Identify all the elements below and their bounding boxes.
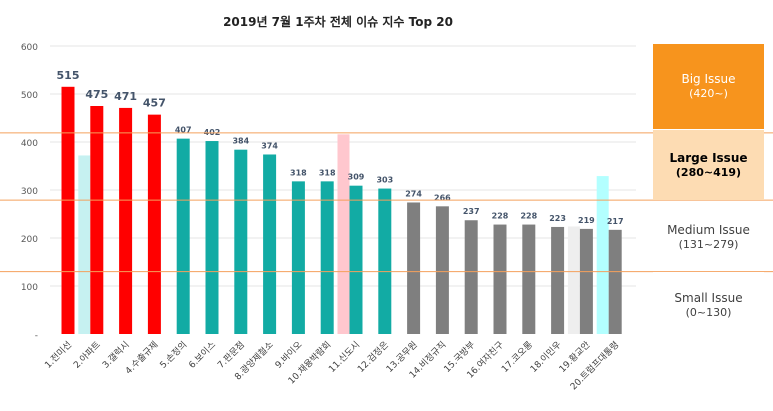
- bar: [378, 188, 392, 334]
- tier-small-issue: Small Issue (0~130): [653, 272, 764, 338]
- bar: [119, 107, 133, 334]
- x-tick-label: 2.아파트: [71, 339, 102, 370]
- y-tick-label: 300: [21, 187, 38, 197]
- bar: [320, 181, 334, 334]
- value-label: 274: [405, 189, 422, 198]
- bar: [205, 141, 219, 334]
- value-label: 374: [261, 141, 278, 150]
- bars: [61, 86, 622, 334]
- y-tick-label: 200: [21, 235, 38, 245]
- tier-medium-issue: Medium Issue (131~279): [653, 205, 764, 269]
- y-axis-ticks: - 100 200 300 400 500 600: [21, 43, 38, 341]
- y-tick-label: 100: [21, 283, 38, 293]
- value-label: 471: [114, 90, 137, 103]
- x-tick-label: 6.보이스: [187, 339, 218, 370]
- value-label: 266: [434, 193, 451, 202]
- value-label: 407: [175, 126, 192, 135]
- bar: [147, 114, 161, 334]
- threshold-lines: [0, 132, 773, 273]
- tier-medium-issue-range: (131~279): [678, 237, 739, 251]
- tier-big-issue: Big Issue (420~): [653, 44, 764, 129]
- bar: [522, 224, 536, 334]
- bar: [176, 138, 190, 334]
- x-tick-label: 20.트럼프대통령: [568, 339, 622, 393]
- x-axis-labels: 1.전미선2.아파트3.갤럭시4.수출규제5.손정의6.보이스7.판문점8.광양…: [43, 339, 622, 393]
- x-tick-label: 1.전미선: [43, 339, 74, 370]
- value-label: 237: [463, 207, 480, 216]
- value-label: 228: [492, 212, 509, 221]
- bar: [493, 224, 507, 334]
- bar: [349, 185, 363, 334]
- value-label: 219: [578, 216, 595, 225]
- value-label: 515: [57, 69, 80, 82]
- bar: [234, 149, 248, 334]
- bar: [407, 202, 421, 334]
- tier-large-issue-name: Large Issue: [669, 150, 748, 165]
- y-tick-label: 400: [21, 139, 38, 149]
- x-tick-label: 5.손정의: [158, 339, 189, 370]
- value-label: 303: [376, 176, 393, 185]
- y-tick-label: -: [35, 331, 38, 341]
- bar: [608, 229, 622, 334]
- value-label: 475: [85, 88, 108, 101]
- tier-big-issue-name: Big Issue: [681, 72, 736, 86]
- bar: [291, 181, 305, 334]
- tier-large-issue: Large Issue (280~419): [653, 130, 764, 200]
- bar: [551, 226, 565, 334]
- previous-week-bar: [78, 155, 91, 334]
- tier-small-issue-range: (0~130): [685, 305, 732, 319]
- value-label: 457: [143, 97, 166, 110]
- value-label: 318: [319, 168, 336, 177]
- y-tick-label: 500: [21, 91, 38, 101]
- value-label: 318: [290, 168, 307, 177]
- previous-week-bars: [78, 134, 609, 334]
- bar: [263, 154, 277, 334]
- bar: [579, 228, 593, 334]
- y-tick-label: 600: [21, 43, 38, 53]
- tier-small-issue-name: Small Issue: [674, 290, 743, 305]
- value-label: 228: [520, 212, 537, 221]
- bar: [61, 86, 75, 334]
- bar: [90, 106, 104, 334]
- previous-week-bar: [567, 226, 580, 334]
- tier-large-issue-range: (280~419): [675, 165, 742, 179]
- tier-medium-issue-name: Medium Issue: [667, 222, 750, 237]
- value-label: 384: [232, 137, 249, 146]
- bar: [464, 220, 478, 334]
- previous-week-bar: [337, 134, 350, 334]
- bar: [435, 206, 449, 334]
- value-label: 309: [348, 173, 365, 182]
- chart-title: 2019년 7월 1주차 전체 이슈 지수 Top 20: [223, 14, 453, 29]
- value-label: 217: [607, 217, 624, 226]
- value-label: 223: [549, 214, 566, 223]
- tier-big-issue-range: (420~): [689, 87, 728, 100]
- previous-week-bar: [596, 176, 609, 334]
